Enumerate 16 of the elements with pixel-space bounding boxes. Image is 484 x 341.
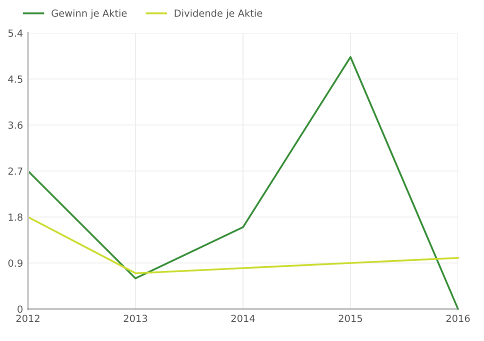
x-tick-label: 2016 bbox=[446, 314, 470, 322]
y-tick-label: 4.5 bbox=[8, 76, 22, 83]
line-series bbox=[27, 216, 459, 274]
y-tick-label: 5.4 bbox=[8, 30, 23, 37]
x-tick-label: 2015 bbox=[338, 314, 362, 322]
y-tick-label: 0.9 bbox=[8, 259, 22, 267]
legend-label: Gewinn je Aktie bbox=[52, 9, 127, 19]
y-tick-label: 3.6 bbox=[8, 121, 23, 129]
line-series bbox=[27, 56, 459, 310]
x-tick-label: 2014 bbox=[231, 314, 255, 322]
legend-label: Dividende je Aktie bbox=[174, 9, 262, 19]
x-tick-label: 2012 bbox=[16, 314, 40, 322]
y-tick-label: 0 bbox=[18, 305, 22, 313]
x-tick-label: 2013 bbox=[124, 314, 148, 322]
y-tick-label: 2.7 bbox=[8, 167, 22, 175]
y-tick-label: 1.8 bbox=[8, 213, 22, 221]
